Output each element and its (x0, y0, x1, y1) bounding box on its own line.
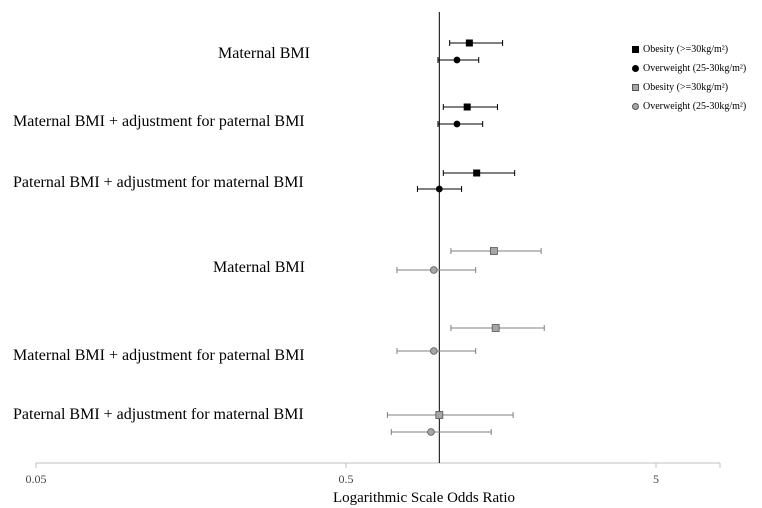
legend-item: Obesity (>=30kg/m²) (630, 40, 746, 59)
x-tick-label: 0.5 (338, 472, 354, 486)
square-marker-icon (631, 84, 639, 91)
point-estimate-circle (430, 266, 438, 274)
plot-marks (386, 39, 545, 436)
circle-marker-icon (631, 103, 639, 110)
legend-item: Overweight (25-30kg/m²) (630, 97, 746, 116)
circle-marker-icon (631, 65, 639, 72)
legend-label: Overweight (25-30kg/m²) (643, 63, 747, 74)
chart-legend: Obesity (>=30kg/m²) Overweight (25-30kg/… (630, 40, 746, 116)
point-estimate-square (465, 39, 473, 47)
row-label: Paternal BMI + adjustment for maternal B… (13, 406, 304, 423)
legend-label: Overweight (25-30kg/m²) (643, 101, 747, 112)
legend-item: Overweight (25-30kg/m²) (630, 59, 746, 78)
point-estimate-square (491, 324, 500, 332)
point-estimate-square (473, 169, 481, 177)
point-estimate-circle (427, 428, 435, 436)
legend-label: Obesity (>=30kg/m²) (643, 82, 729, 93)
point-estimate-circle (430, 347, 438, 355)
point-estimate-circle (453, 120, 461, 128)
x-axis-label: Logarithmic Scale Odds Ratio (332, 490, 516, 506)
point-estimate-square (463, 103, 471, 111)
point-estimate-circle (453, 56, 461, 64)
square-marker-icon (631, 46, 639, 53)
row-label: Maternal BMI + adjustment for paternal B… (13, 113, 305, 130)
point-estimate-circle (435, 185, 443, 193)
row-label: Maternal BMI (218, 45, 310, 62)
point-estimate-square (490, 247, 498, 255)
row-label: Maternal BMI + adjustment for paternal B… (13, 347, 305, 364)
x-tick-label: 0.05 (25, 472, 47, 486)
row-label: Paternal BMI + adjustment for maternal B… (13, 174, 304, 191)
row-label: Maternal BMI (213, 259, 305, 276)
point-estimate-square (435, 411, 444, 419)
x-tick-label: 5 (653, 472, 659, 486)
plot-axes (35, 12, 721, 468)
legend-item: Obesity (>=30kg/m²) (630, 78, 746, 97)
legend-label: Obesity (>=30kg/m²) (643, 44, 729, 55)
